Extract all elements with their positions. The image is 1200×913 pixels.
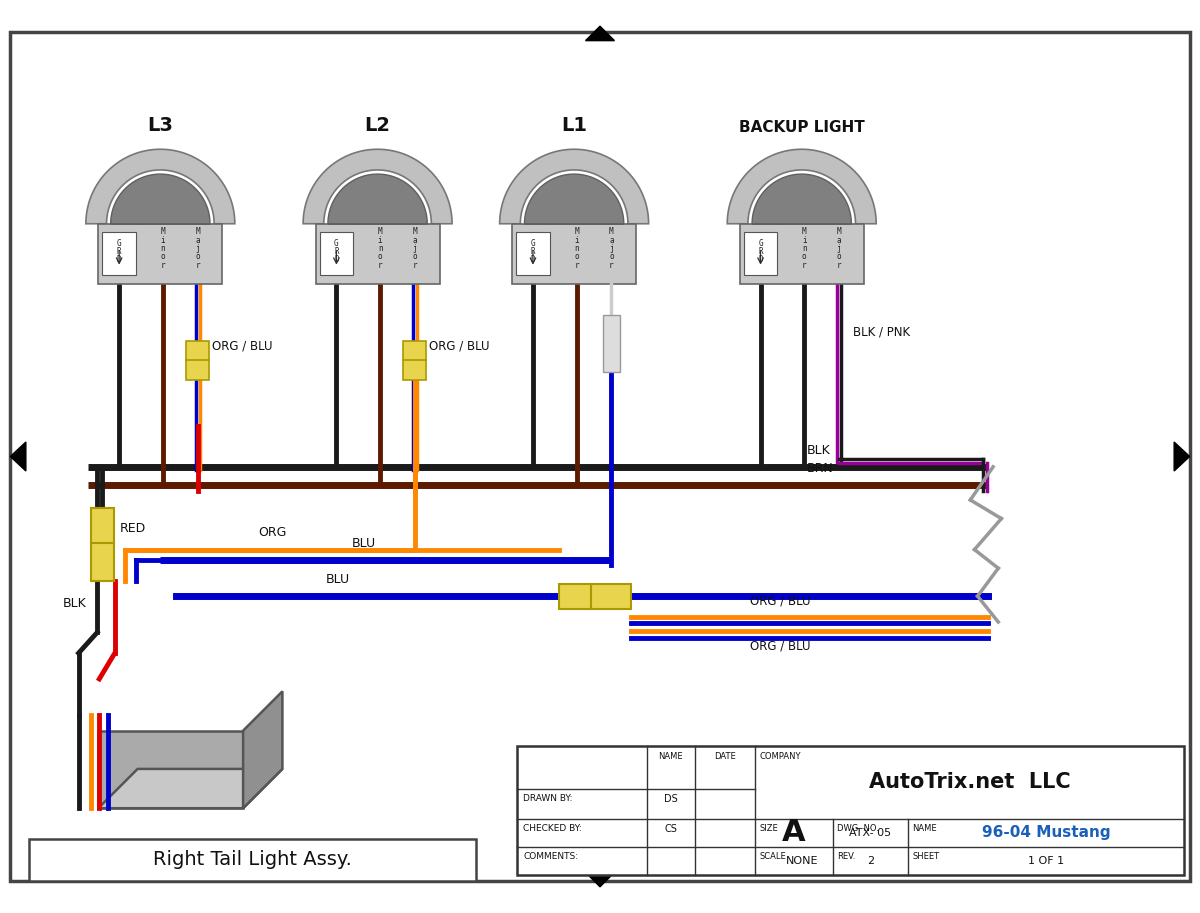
Text: M
a
j
o
r: M a j o r xyxy=(196,227,200,269)
Text: BACKUP LIGHT: BACKUP LIGHT xyxy=(739,120,864,135)
Text: DWG. NO.: DWG. NO. xyxy=(836,824,878,833)
Text: NAME: NAME xyxy=(659,752,683,761)
Text: NONE: NONE xyxy=(786,856,818,866)
Polygon shape xyxy=(328,174,427,224)
Bar xyxy=(744,232,778,276)
Text: M
i
n
o
r: M i n o r xyxy=(575,227,578,269)
Text: ATX- 05: ATX- 05 xyxy=(850,828,892,838)
Text: ORG / BLU: ORG / BLU xyxy=(430,340,490,352)
Polygon shape xyxy=(727,149,876,224)
Polygon shape xyxy=(304,149,452,224)
Text: ORG / BLU: ORG / BLU xyxy=(750,640,810,653)
Text: L3: L3 xyxy=(148,116,173,135)
Text: M
i
n
o
r: M i n o r xyxy=(378,227,383,269)
Polygon shape xyxy=(86,149,235,224)
Text: BLU: BLU xyxy=(352,537,376,550)
Text: BLK: BLK xyxy=(64,597,86,610)
Bar xyxy=(186,341,209,380)
Polygon shape xyxy=(110,174,210,224)
Text: DATE: DATE xyxy=(714,752,736,761)
Polygon shape xyxy=(11,442,26,471)
Bar xyxy=(739,224,864,284)
Text: SCALE: SCALE xyxy=(760,852,786,861)
Text: RED: RED xyxy=(120,522,146,535)
Polygon shape xyxy=(586,26,614,41)
Text: BLK: BLK xyxy=(806,444,830,456)
Polygon shape xyxy=(1174,442,1189,471)
Bar xyxy=(604,315,619,372)
Text: M
i
n
o
r: M i n o r xyxy=(802,227,806,269)
Bar xyxy=(98,730,244,808)
Text: CS: CS xyxy=(665,824,677,834)
Text: G
R
D: G R D xyxy=(530,238,535,264)
Polygon shape xyxy=(524,174,624,224)
Text: G
R
D: G R D xyxy=(116,238,121,264)
Bar xyxy=(559,583,631,609)
Text: 96-04 Mustang: 96-04 Mustang xyxy=(982,825,1111,840)
Text: M
a
j
o
r: M a j o r xyxy=(836,227,841,269)
Text: M
a
j
o
r: M a j o r xyxy=(610,227,613,269)
Text: BRN: BRN xyxy=(806,462,834,475)
Text: G
R
D: G R D xyxy=(334,238,338,264)
Polygon shape xyxy=(244,691,282,808)
Bar xyxy=(29,839,476,881)
Text: A: A xyxy=(782,818,805,847)
Text: DS: DS xyxy=(664,794,678,804)
Text: M
a
j
o
r: M a j o r xyxy=(413,227,418,269)
Text: Right Tail Light Assy.: Right Tail Light Assy. xyxy=(152,850,352,869)
Text: G
R
D: G R D xyxy=(758,238,763,264)
Bar xyxy=(403,341,426,380)
Text: NAME: NAME xyxy=(912,824,937,833)
Text: COMMENTS:: COMMENTS: xyxy=(523,852,578,861)
Polygon shape xyxy=(98,769,282,808)
Text: AutoTrix.net  LLC: AutoTrix.net LLC xyxy=(869,772,1070,792)
Text: 1 OF 1: 1 OF 1 xyxy=(1028,856,1064,866)
Bar xyxy=(319,232,353,276)
Text: CHECKED BY:: CHECKED BY: xyxy=(523,824,582,833)
Text: ORG / BLU: ORG / BLU xyxy=(212,340,272,352)
Text: SIZE: SIZE xyxy=(760,824,778,833)
Text: 2: 2 xyxy=(866,856,874,866)
Bar xyxy=(98,224,222,284)
Text: ORG: ORG xyxy=(259,526,287,540)
Bar xyxy=(316,224,439,284)
Text: REV.: REV. xyxy=(836,852,856,861)
Text: DRAWN BY:: DRAWN BY: xyxy=(523,794,572,803)
Polygon shape xyxy=(586,872,614,887)
Text: COMPANY: COMPANY xyxy=(760,752,800,761)
Text: ORG / BLU: ORG / BLU xyxy=(750,594,810,607)
Polygon shape xyxy=(752,174,851,224)
Text: BLU: BLU xyxy=(326,572,350,586)
Bar xyxy=(517,746,1184,876)
Bar xyxy=(102,232,136,276)
Text: SHEET: SHEET xyxy=(912,852,940,861)
Text: L2: L2 xyxy=(365,116,390,135)
Bar xyxy=(516,232,550,276)
Text: BLK / PNK: BLK / PNK xyxy=(853,325,911,339)
Bar xyxy=(512,224,636,284)
Polygon shape xyxy=(499,149,649,224)
Text: M
i
n
o
r: M i n o r xyxy=(161,227,166,269)
Bar xyxy=(91,509,114,581)
Text: L1: L1 xyxy=(562,116,587,135)
